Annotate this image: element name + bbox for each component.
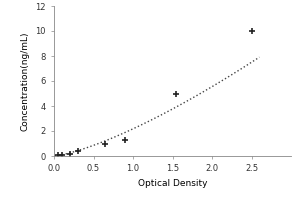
Y-axis label: Concentration(ng/mL): Concentration(ng/mL): [21, 31, 30, 131]
X-axis label: Optical Density: Optical Density: [138, 179, 207, 188]
